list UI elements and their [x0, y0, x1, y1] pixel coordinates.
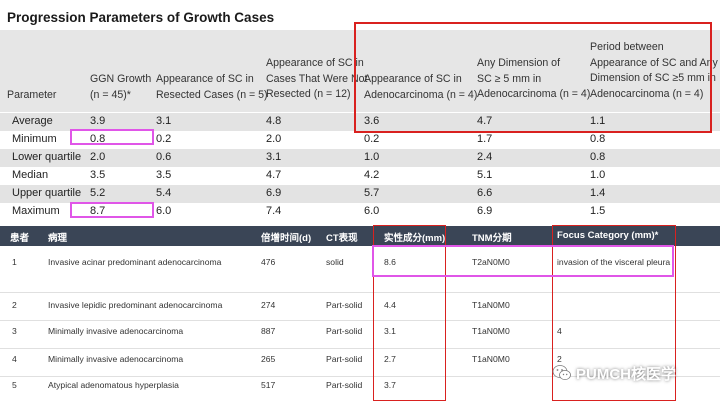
row-divider [0, 292, 720, 293]
case-row-4: 4 Minimally invasive adenocarcinoma 265 … [12, 354, 562, 364]
row-divider [0, 376, 720, 377]
header-ggn-growth: GGN Growth (n = 45)* [90, 73, 152, 101]
header-parameter: Parameter [7, 89, 57, 101]
header-any-dimension: Any Dimension of SC ≥ 5 mm in Adenocarcino… [477, 57, 591, 100]
header-not-resected: Appearance of SC in Cases That Were Not Re… [266, 57, 368, 100]
table-title: Progression Parameters of Growth Cases [7, 10, 275, 25]
header-period-between: Period between Appearance of SC and Any Di… [590, 41, 718, 100]
header-tnm: TNM分期 [472, 233, 512, 244]
row-upper-quartile: Upper quartile 5.2 5.4 6.9 5.7 6.6 1.4 [0, 185, 720, 203]
row-minimum: Minimum 0.8 0.2 2.0 0.2 1.7 0.8 [12, 133, 606, 145]
case-table: 患者 病理 倍增时间(d) CT表现 实性成分(mm) TNM分期 Focus … [0, 226, 720, 405]
row-lower-quartile: Lower quartile 2.0 0.6 3.1 1.0 2.4 0.8 [0, 149, 720, 167]
progression-table: Progression Parameters of Growth Cases P… [0, 10, 720, 217]
row-maximum: Maximum 8.7 6.0 7.4 6.0 6.9 1.5 [12, 205, 606, 217]
watermark-text: PUMCH核医学 [576, 365, 676, 383]
header-focus-category: Focus Category (mm)* [557, 230, 659, 241]
row-average: Average 3.9 3.1 4.8 3.6 4.7 1.1 [0, 113, 720, 131]
case-row-5: 5 Atypical adenomatous hyperplasia 517 P… [12, 380, 396, 390]
case-table-header: 患者 病理 倍增时间(d) CT表现 实性成分(mm) TNM分期 Focus … [0, 226, 720, 246]
header-patient: 患者 [10, 233, 30, 244]
table-header-band [0, 30, 720, 112]
row-median: Median 3.5 3.5 4.7 4.2 5.1 1.0 [12, 169, 606, 181]
wechat-icon [552, 365, 571, 380]
row-divider [0, 348, 720, 349]
case-row-1: 1 Invasive acinar predominant adenocarci… [12, 257, 671, 267]
header-doubling-time: 倍增时间(d) [261, 233, 312, 244]
header-ct: CT表现 [326, 233, 358, 244]
case-row-3: 3 Minimally invasive adenocarcinoma 887 … [12, 326, 562, 336]
row-divider [0, 320, 720, 321]
watermark: PUMCH核医学 [552, 362, 676, 384]
header-solid-component: 实性成分(mm) [384, 233, 446, 244]
case-row-2: 2 Invasive lepidic predominant adenocarc… [12, 300, 510, 310]
header-resected: Appearance of SC in Resected Cases (n = 5… [156, 73, 268, 101]
header-adenocarcinoma: Appearance of SC in Adenocarcinoma (n = 4… [364, 73, 478, 101]
header-pathology: 病理 [48, 233, 68, 244]
